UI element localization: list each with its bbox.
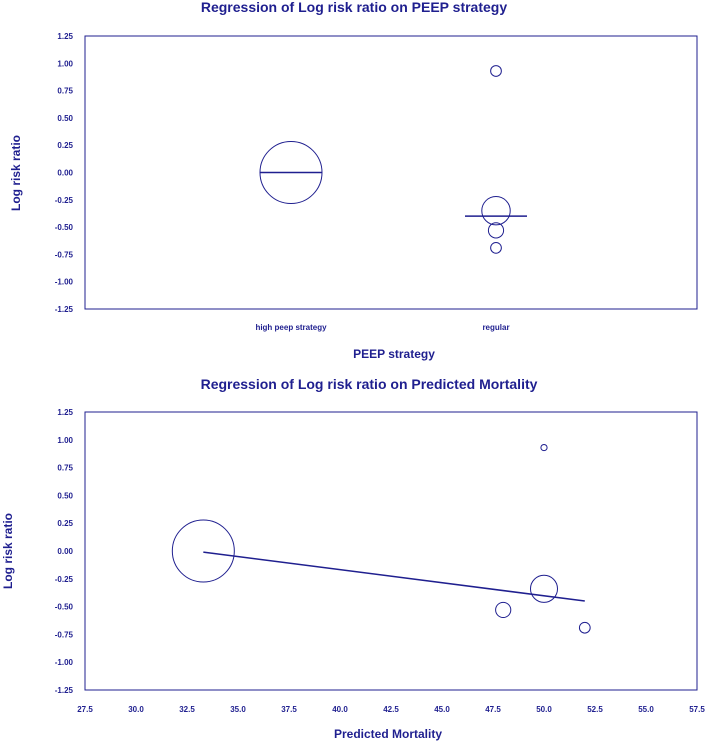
chart2-data-point: [495, 601, 512, 619]
chart2-plot-frame: [84, 411, 698, 691]
chart2-x-tick-label: 32.5: [179, 705, 195, 714]
chart1-y-tick-label: 0.75: [57, 87, 73, 96]
chart2-x-tick-label: 42.5: [383, 705, 399, 714]
chart1-data-point: [490, 241, 502, 254]
chart1-y-tick-label: 1.00: [57, 59, 73, 68]
chart2-x-axis-label: Predicted Mortality: [334, 727, 442, 741]
chart1-y-tick-label: 0.50: [57, 114, 73, 123]
chart2-regression-line: [203, 551, 585, 602]
chart2-y-tick-label: -0.50: [55, 603, 74, 612]
chart2-x-tick-label: 57.5: [689, 705, 705, 714]
chart1-y-tick-label: 0.00: [57, 169, 73, 178]
chart2-x-tick-label: 50.0: [536, 705, 552, 714]
chart2-x-tick-label: 52.5: [587, 705, 603, 714]
chart1-data-point: [481, 196, 511, 226]
chart2-data-point: [578, 621, 591, 634]
chart1-y-tick-label: -1.00: [55, 278, 74, 287]
chart2-x-tick-label: 55.0: [638, 705, 654, 714]
chart1-y-axis-label: Log risk ratio: [9, 135, 23, 211]
chart1-data-point: [259, 141, 323, 204]
chart2-y-tick-label: 0.50: [57, 491, 73, 500]
chart1-y-tick-label: -0.50: [55, 223, 74, 232]
chart2-y-tick-label: 0.25: [57, 519, 73, 528]
chart2-x-tick-label: 47.5: [485, 705, 501, 714]
chart2-y-tick-label: 0.75: [57, 464, 73, 473]
chart2-y-tick-label: -1.25: [55, 686, 74, 695]
chart1-y-tick-label: 0.25: [57, 141, 73, 150]
chart1-y-tick-label: -0.75: [55, 250, 74, 259]
chart1-x-axis-label: PEEP strategy: [353, 347, 435, 361]
chart-peep-strategy: Regression of Log risk ratio on PEEP str…: [9, 0, 698, 361]
chart1-y-tick-label: 1.25: [57, 32, 73, 41]
chart2-y-tick-label: -0.75: [55, 630, 74, 639]
chart2-data-point: [171, 519, 235, 583]
chart1-plot-frame: [84, 35, 698, 310]
chart2-y-tick-label: -1.00: [55, 658, 74, 667]
chart1-y-tick-label: -1.25: [55, 305, 74, 314]
chart2-x-tick-label: 37.5: [281, 705, 297, 714]
chart2-data-point: [540, 443, 548, 452]
chart2-data-point: [529, 574, 559, 603]
chart2-title: Regression of Log risk ratio on Predicte…: [201, 376, 538, 392]
chart2-x-tick-label: 40.0: [332, 705, 348, 714]
chart1-x-tick-label: regular: [482, 323, 509, 332]
chart2-x-tick-label: 27.5: [77, 705, 93, 714]
chart2-x-tick-label: 35.0: [230, 705, 246, 714]
chart2-y-tick-label: 1.25: [57, 408, 73, 417]
chart1-data-point: [487, 222, 505, 239]
chart1-x-tick-label: high peep strategy: [255, 323, 327, 332]
chart-predicted-mortality: Regression of Log risk ratio on Predicte…: [1, 376, 705, 741]
chart2-y-tick-label: 0.00: [57, 547, 73, 556]
chart2-x-tick-label: 30.0: [128, 705, 144, 714]
chart1-title: Regression of Log risk ratio on PEEP str…: [201, 0, 507, 15]
chart1-y-tick-label: -0.25: [55, 196, 74, 205]
chart2-y-tick-label: -0.25: [55, 575, 74, 584]
chart2-x-tick-label: 45.0: [434, 705, 450, 714]
chart2-y-axis-label: Log risk ratio: [1, 513, 15, 589]
chart2-y-tick-label: 1.00: [57, 436, 73, 445]
chart1-data-point: [490, 65, 502, 77]
